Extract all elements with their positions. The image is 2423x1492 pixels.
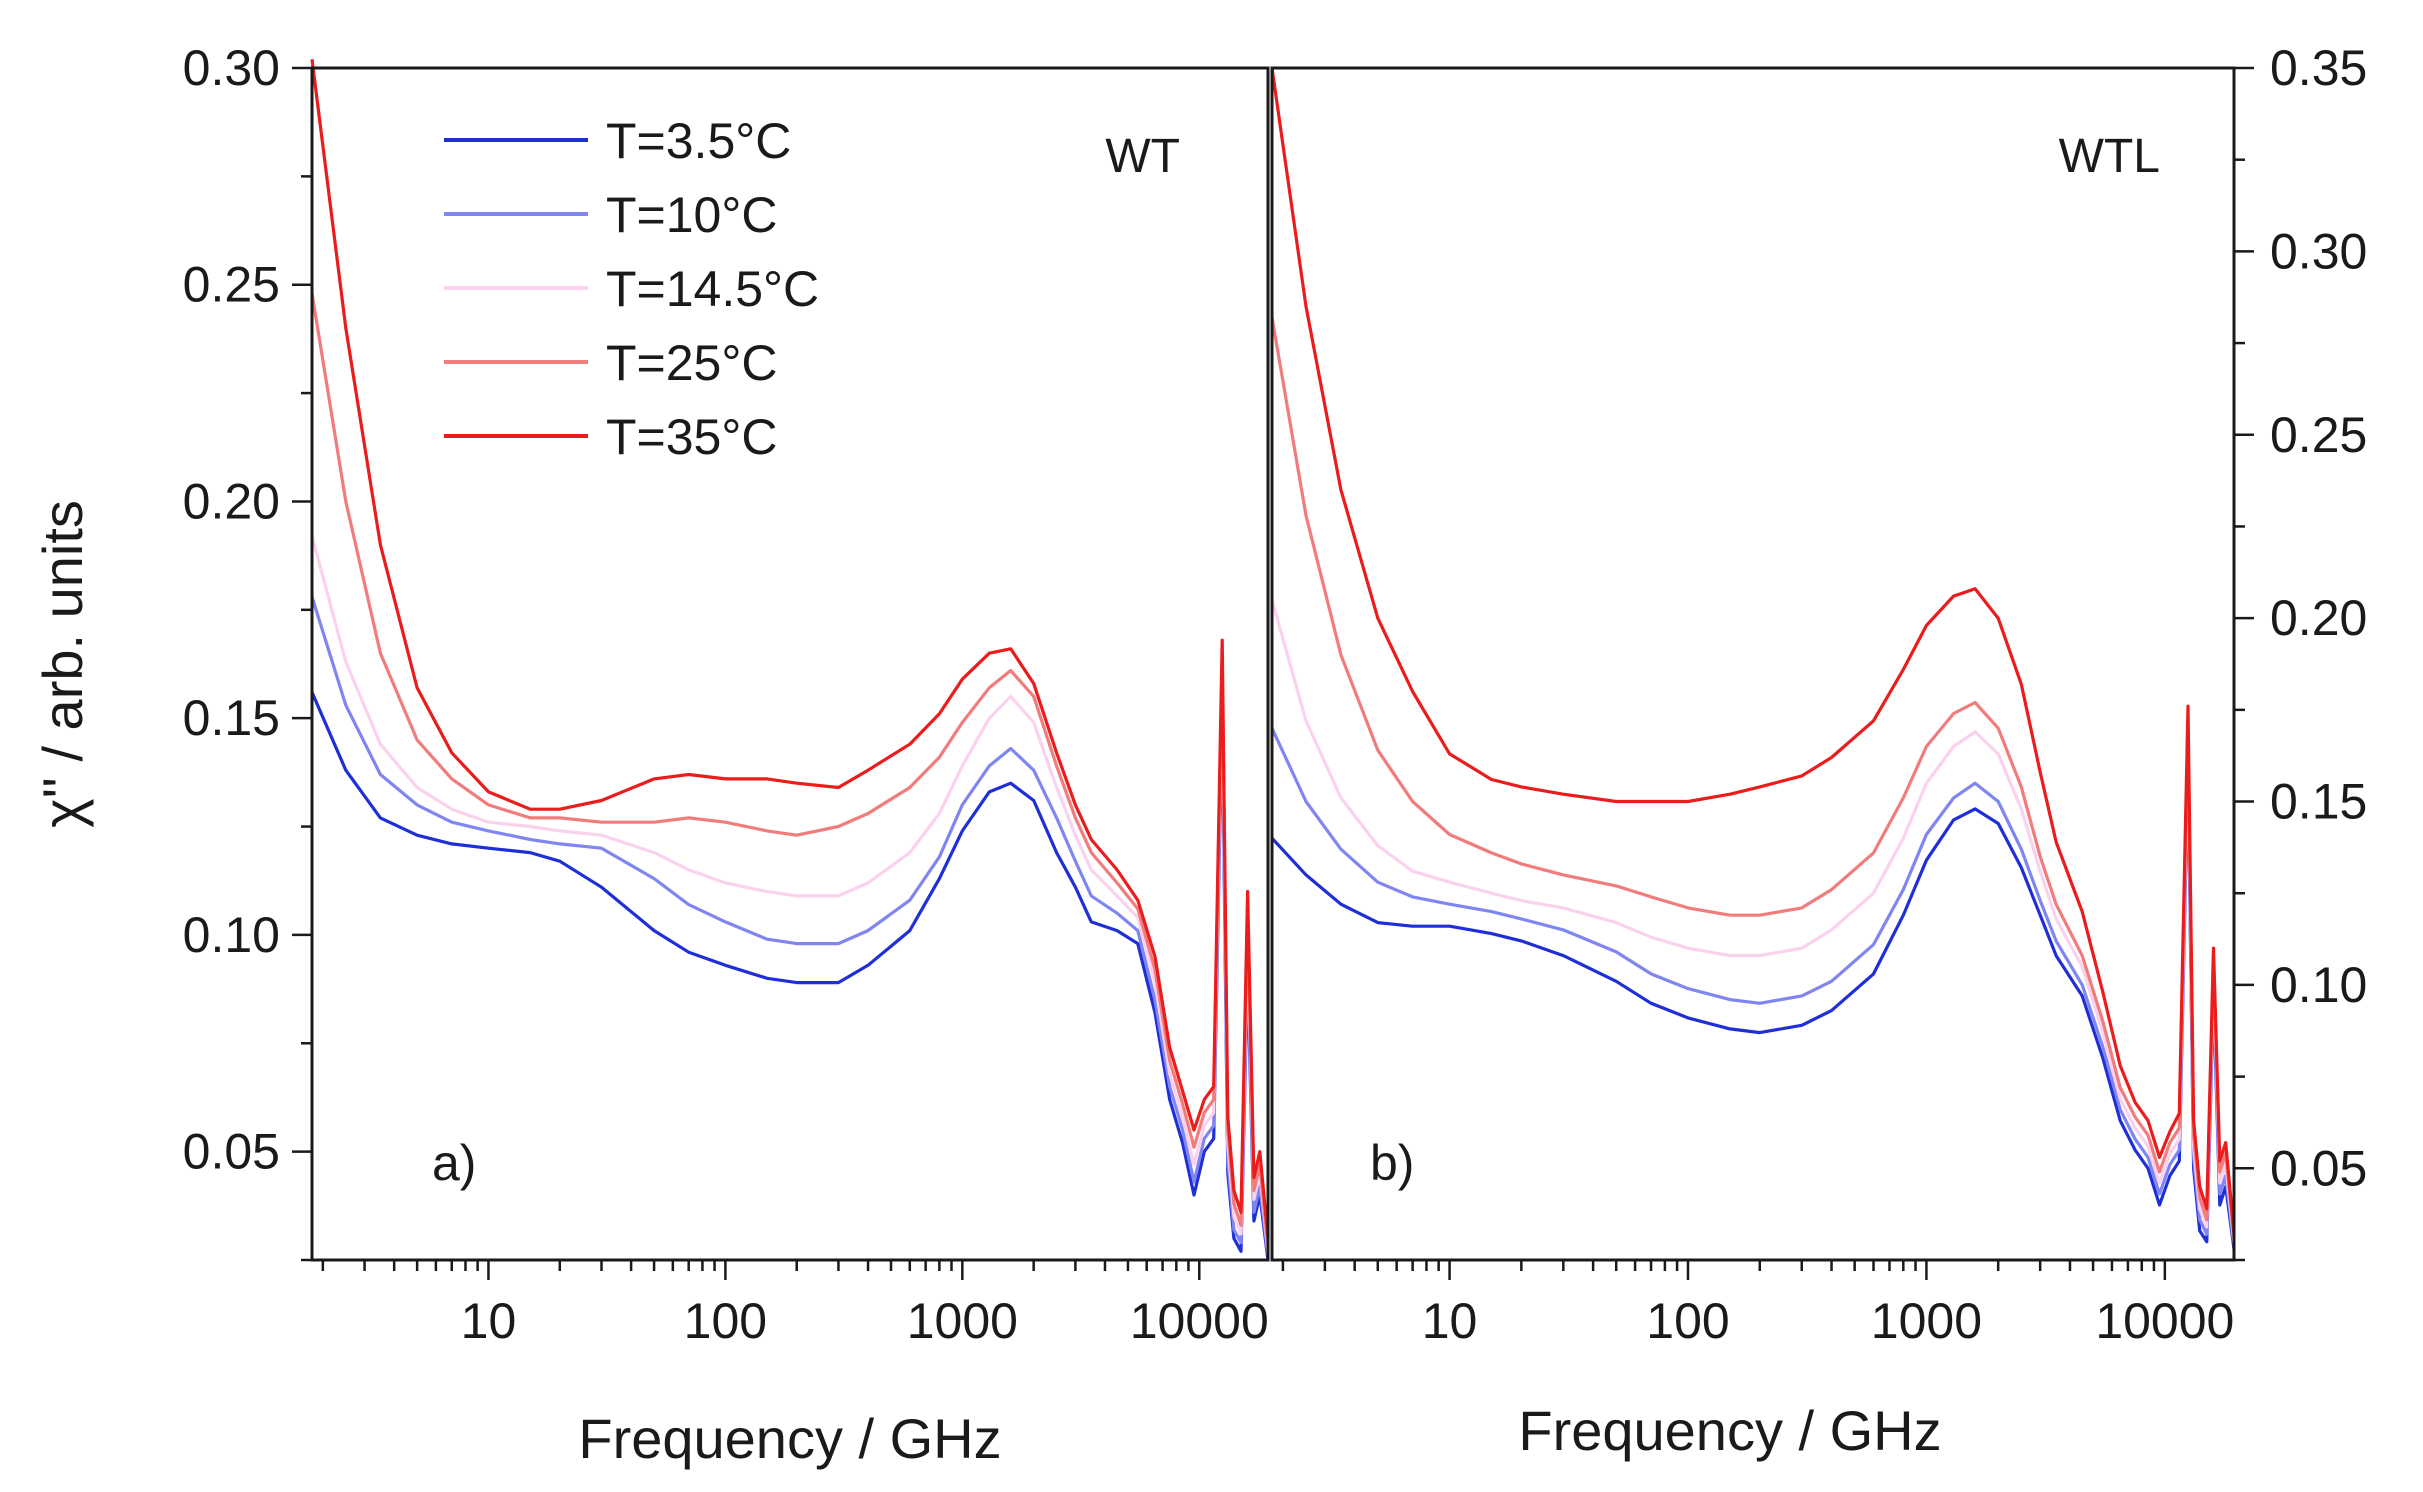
panel-b-y-tick-label: 0.35 <box>2270 40 2367 96</box>
panel-b-y-tick-label: 0.15 <box>2270 774 2367 830</box>
panel-a-y-tick-label: 0.20 <box>183 473 280 529</box>
panel-b-x-tick-label: 1000 <box>1871 1293 1982 1349</box>
panel-b-ticks: 10 100 1000 10000 0.05 0.10 0.15 0.20 0.25 0.30 0.… <box>1281 40 2367 1349</box>
panel-b-series-line-5 <box>1270 67 2236 1235</box>
panel-b-sample-label: WTL <box>2059 130 2160 183</box>
panel-b-y-tick-label: 0.25 <box>2270 407 2367 463</box>
panel-b-frame <box>1270 66 2236 1262</box>
panel-a-sample-label: WT <box>1105 130 1180 183</box>
panel-a-y-tick-label: 0.30 <box>183 40 280 96</box>
panel-a: 10 100 1000 10000 0.05 0.10 0.15 0.20 0.25 0.30 W… <box>183 40 1270 1349</box>
panel-b-letter: b) <box>1370 1135 1414 1191</box>
panel-b-y-tick-label: 0.10 <box>2270 957 2367 1013</box>
panel-a-y-tick-label: 0.05 <box>183 1124 280 1180</box>
panel-b-lines <box>1270 67 2236 1250</box>
panel-a-x-tick-label: 10000 <box>1130 1293 1269 1349</box>
panel-a-y-tick-label: 0.25 <box>183 257 280 313</box>
panel-a-x-axis-title: Frequency / GHz <box>578 1407 1001 1470</box>
panel-b-x-axis-title: Frequency / GHz <box>1518 1399 1941 1462</box>
panel-b-y-tick-label: 0.30 <box>2270 223 2367 279</box>
panel-a-series-line-5 <box>310 59 1270 1239</box>
panel-a-lines <box>310 59 1270 1261</box>
panel-a-ticks: 10 100 1000 10000 0.05 0.10 0.15 0.20 0.25 0.30 <box>183 40 1269 1349</box>
legend-label-4: T=25°C <box>606 335 777 391</box>
panel-b-y-tick-label: 0.20 <box>2270 590 2367 646</box>
panel-a-frame <box>310 66 1270 1262</box>
panel-b-x-tick-label: 100 <box>1646 1293 1729 1349</box>
panel-a-x-tick-label: 10 <box>461 1293 517 1349</box>
legend: T=3.5°C T=10°C T=14.5°C T=25°C T=35°C <box>444 113 819 465</box>
panel-a-letter: a) <box>432 1135 476 1191</box>
panel-b-y-tick-label: 0.05 <box>2270 1140 2367 1196</box>
legend-label-1: T=3.5°C <box>606 113 791 169</box>
legend-label-3: T=14.5°C <box>606 261 819 317</box>
panel-b-x-tick-label: 10000 <box>2095 1293 2234 1349</box>
panel-a-x-tick-label: 100 <box>684 1293 767 1349</box>
panel-a-x-tick-label: 1000 <box>907 1293 1018 1349</box>
panel-a-y-tick-label: 0.10 <box>183 907 280 963</box>
panel-b-x-tick-label: 10 <box>1422 1293 1478 1349</box>
legend-label-5: T=35°C <box>606 409 777 465</box>
y-axis-title: χ'' / arb. units <box>31 500 94 828</box>
panel-b: 10 100 1000 10000 0.05 0.10 0.15 0.20 0.25 0.30 0.… <box>1270 40 2367 1349</box>
panel-a-y-tick-label: 0.15 <box>183 690 280 746</box>
panel-b-series-line-4 <box>1270 317 2236 1239</box>
legend-label-2: T=10°C <box>606 187 777 243</box>
